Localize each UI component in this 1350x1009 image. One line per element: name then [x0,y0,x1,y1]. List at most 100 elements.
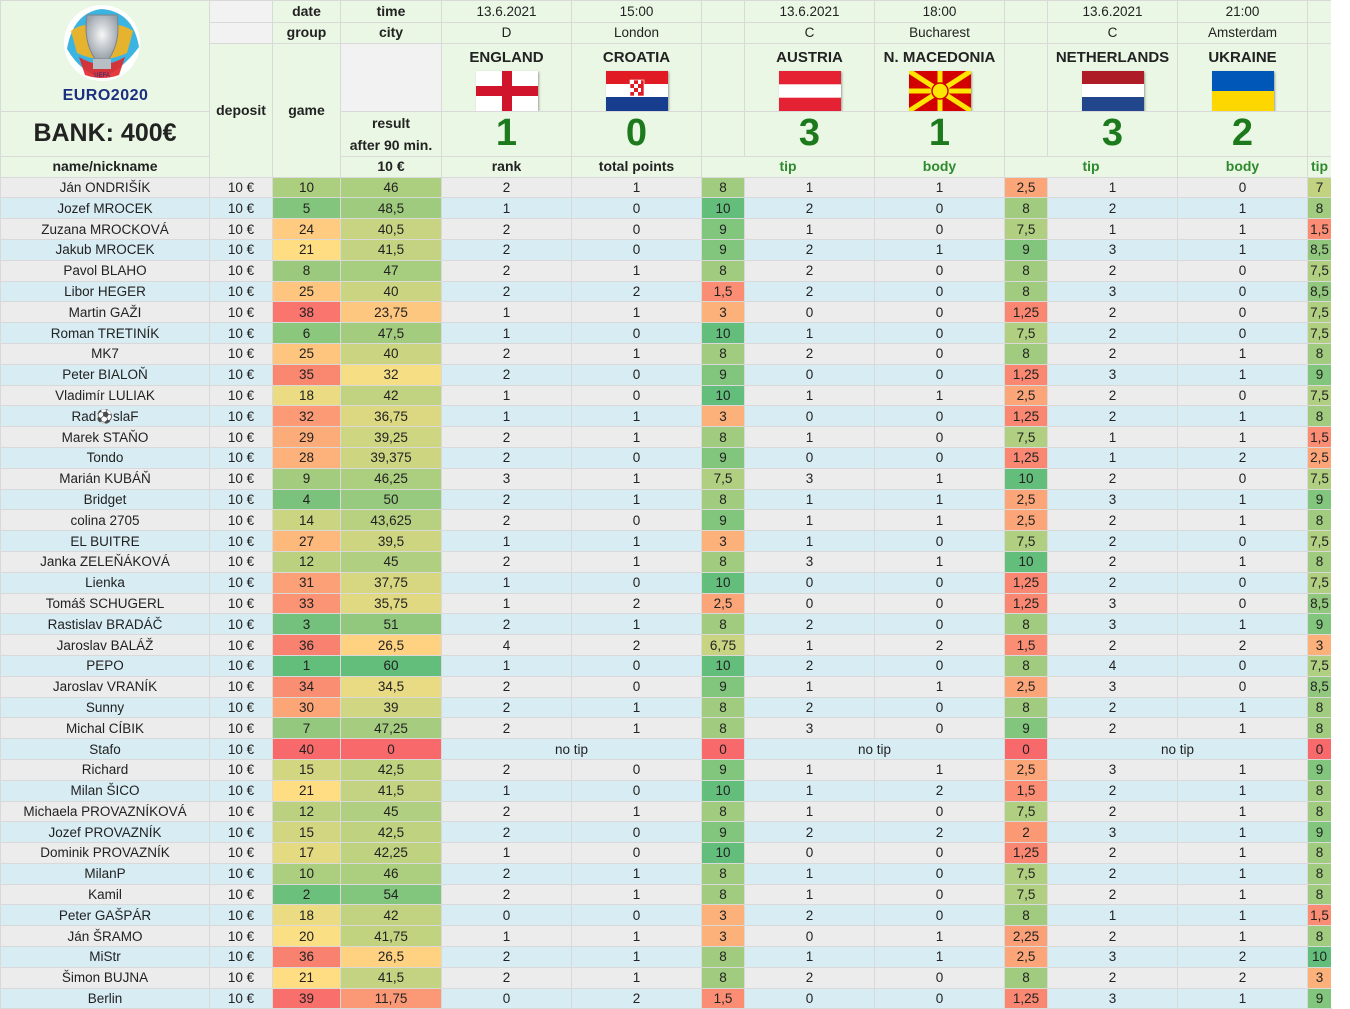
player-deposit: 10 € [209,779,273,802]
match-points: 7,5 [701,467,745,490]
player-deposit: 10 € [209,592,273,615]
player-deposit: 10 € [209,259,273,282]
tip-away: 1 [571,696,702,719]
team-home: NETHERLANDS [1047,42,1178,112]
player-rank: 15 [272,758,341,781]
netherlands-flag-icon [1049,70,1177,111]
player-deposit: 10 € [209,904,273,927]
player-name: Kamil [0,883,210,906]
tip-home: 2 [441,821,572,844]
tip-away: 1 [874,509,1005,532]
tip-away: 1 [1177,779,1308,802]
tip-home: 2 [1047,925,1178,948]
player-row: Jakub MROCEK 10 €21 41,5 2 0 9 2 1 9 3 1 8,5 [0,238,1332,261]
player-name: Pavol BLAHO [0,259,210,282]
player-row: PEPO 10 €1 60 1 0 10 2 0 8 4 0 7,5 [0,654,1332,677]
match-points: 7,5 [1307,384,1332,407]
match-points: 8 [701,613,745,636]
player-row: Jaroslav VRANÍK 10 €34 34,5 2 0 9 1 1 2,5 3 0 8,5 [0,675,1332,698]
tip-away: 1 [571,259,702,282]
match-points: 7 [1307,176,1332,199]
tip-away: 1 [571,925,702,948]
tip-away: 1 [874,758,1005,781]
body-header: body [1177,155,1308,178]
tip-home: 2 [1047,322,1178,344]
player-rank: 30 [272,696,341,719]
player-deposit: 10 € [209,176,273,199]
match-points: 1,5 [701,280,745,303]
tip-home: 3 [1047,592,1178,615]
player-name: EL BUITRE [0,530,210,552]
player-total-points: 41,75 [340,925,442,948]
tip-home: 2 [1047,966,1178,989]
player-total-points: 42 [340,384,442,407]
tip-away: 1 [1177,613,1308,636]
tip-away: 0 [1177,571,1308,594]
tip-home: 1 [744,176,875,199]
player-row: Dominik PROVAZNÍK 10 €17 42,25 1 0 10 0 0 1,25 2 1… [0,842,1332,864]
player-row: Berlin 10 €39 11,75 0 2 1,5 0 0 1,25 3 1 9 [0,987,1332,1009]
player-row: Jozef PROVAZNÍK 10 €15 42,5 2 0 9 2 2 2 3 1 9 [0,821,1332,844]
tip-away: 2 [874,821,1005,844]
player-deposit: 10 € [209,987,273,1009]
match-points: 1,5 [1004,779,1048,802]
tip-home: 2 [1047,696,1178,719]
tip-home: 2 [744,821,875,844]
player-total-points: 46,25 [340,467,442,490]
tip-home: 2 [1047,509,1178,532]
tip-home: 2 [441,446,572,469]
player-deposit: 10 € [209,280,273,303]
tip-away: 0 [1177,259,1308,282]
tip-home: 2 [441,675,572,698]
player-total-points: 40,5 [340,218,442,240]
tip-home: 1 [744,218,875,240]
tip-away: 0 [571,384,702,407]
city-label: city [340,22,442,44]
result-text: result [371,114,411,131]
tip-home: 2 [1047,550,1178,573]
austria-flag-icon [746,70,874,111]
tip-away: 1 [1177,488,1308,511]
home-goals: 3 [1047,110,1178,157]
tip-away: 1 [571,800,702,823]
match-points: 8 [1004,613,1048,636]
tip-away: 0 [571,197,702,220]
match-points: 7,5 [1004,883,1048,906]
match-points: 7,5 [1307,259,1332,282]
player-deposit: 10 € [209,696,273,719]
player-name: Jaroslav VRANÍK [0,675,210,698]
match-points: 9 [1307,488,1332,511]
player-total-points: 11,75 [340,987,442,1009]
player-deposit: 10 € [209,925,273,948]
after-90-text: after 90 min. [349,136,433,153]
player-rank: 1 [272,654,341,677]
match-points: 3 [701,301,745,324]
tip-home: 1 [744,384,875,407]
tip-away: 0 [571,904,702,927]
player-rank: 18 [272,904,341,927]
player-row: Lienka 10 €31 37,75 1 0 10 0 0 1,25 2 0 7,5 [0,571,1332,594]
tip-away: 1 [1177,550,1308,573]
tip-away: 1 [571,467,702,490]
match-points: 8 [1307,925,1332,948]
tip-away: 1 [1177,717,1308,740]
match-points: 1,25 [1004,571,1048,594]
player-total-points: 54 [340,883,442,906]
tip-away: 1 [1177,883,1308,906]
player-deposit: 10 € [209,675,273,698]
tip-home: 3 [1047,238,1178,261]
tip-away: 0 [571,842,702,864]
tip-home: 3 [1047,987,1178,1009]
tip-away: 0 [874,363,1005,386]
tip-home: 2 [744,966,875,989]
tip-home: 2 [1047,862,1178,885]
match-points: 8,5 [1307,280,1332,303]
tip-away: 1 [1177,509,1308,532]
player-row: Vladimír LULIAK 10 €18 42 1 0 10 1 1 2,5 2 0 7,5 [0,384,1332,407]
tip-away: 1 [1177,696,1308,719]
player-total-points: 26,5 [340,634,442,656]
tip-away: 0 [571,363,702,386]
player-row: Michaela PROVAZNÍKOVÁ 10 €12 45 2 1 8 1 0 7,5 2 1 8 [0,800,1332,823]
tip-away: 0 [874,405,1005,428]
tip-home: 2 [441,717,572,740]
